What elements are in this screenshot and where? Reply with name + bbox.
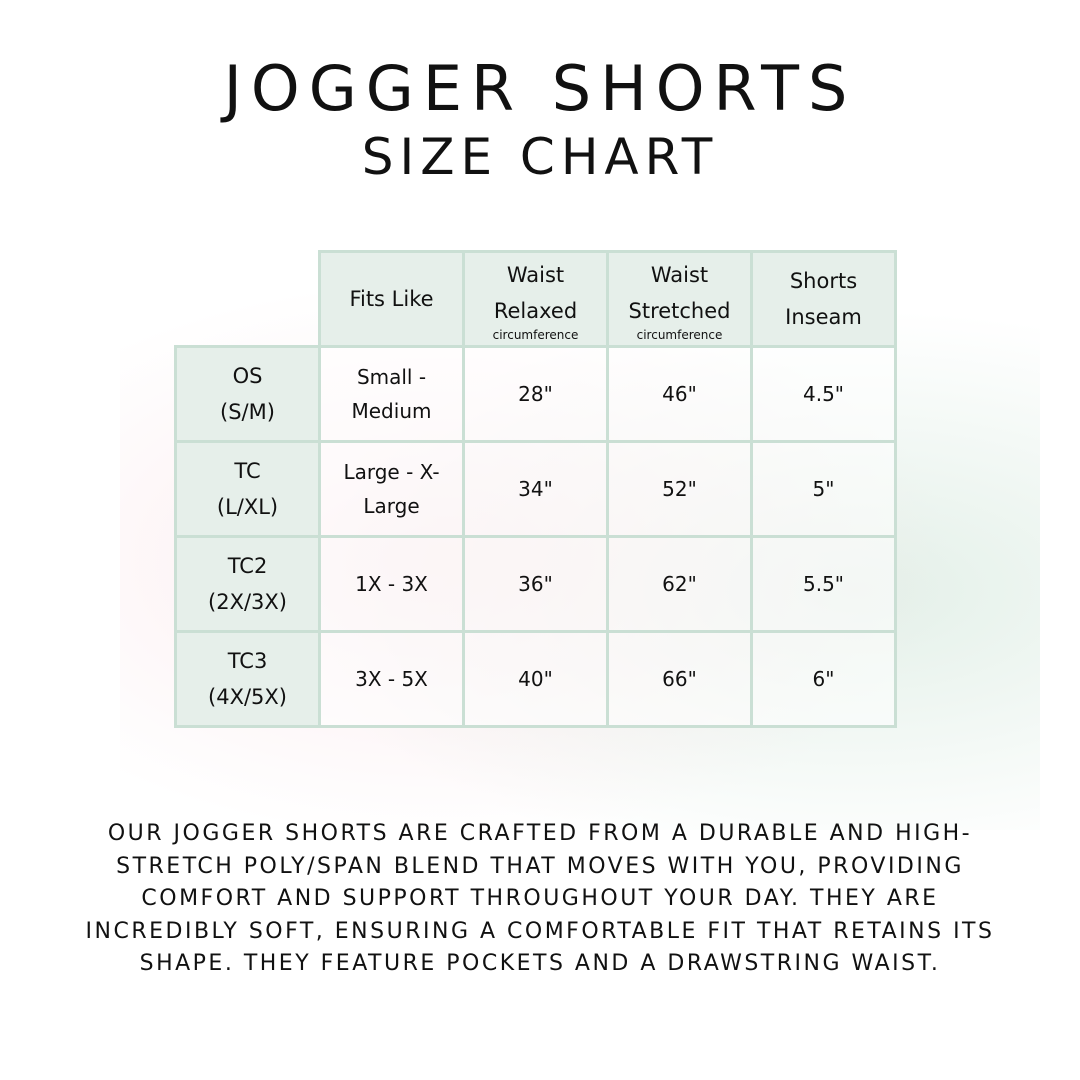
fits-like-cell: Large - X-Large bbox=[318, 440, 465, 538]
waist-stretched-cell: 66" bbox=[606, 630, 753, 728]
waist-stretched-cell: 46" bbox=[606, 345, 753, 443]
table-row: OS (S/M) Small - Medium 28" 46" 4.5" bbox=[174, 345, 897, 443]
inseam-cell: 6" bbox=[750, 630, 897, 728]
waist-relaxed-cell: 28" bbox=[462, 345, 609, 443]
header-waist-relaxed: Waist Relaxed circumference bbox=[462, 250, 609, 348]
page-title: JOGGER SHORTS bbox=[223, 52, 857, 125]
waist-relaxed-cell: 40" bbox=[462, 630, 609, 728]
product-description: Our jogger shorts are crafted from a dur… bbox=[85, 821, 995, 976]
inseam-cell: 4.5" bbox=[750, 345, 897, 443]
size-cell: OS (S/M) bbox=[174, 345, 321, 443]
fits-like-cell: Small - Medium bbox=[318, 345, 465, 443]
size-table: Fits Like Waist Relaxed circumference Wai… bbox=[174, 250, 897, 728]
header-inseam: Shorts Inseam bbox=[750, 250, 897, 348]
table-row: TC3 (4X/5X) 3X - 5X 40" 66" 6" bbox=[174, 630, 897, 728]
inseam-cell: 5.5" bbox=[750, 535, 897, 633]
inseam-cell: 5" bbox=[750, 440, 897, 538]
size-cell: TC (L/XL) bbox=[174, 440, 321, 538]
waist-stretched-cell: 62" bbox=[606, 535, 753, 633]
header-waist-stretched: Waist Stretched circumference bbox=[606, 250, 753, 348]
corner-cell bbox=[176, 252, 320, 347]
waist-relaxed-cell: 36" bbox=[462, 535, 609, 633]
waist-relaxed-cell: 34" bbox=[462, 440, 609, 538]
waist-stretched-cell: 52" bbox=[606, 440, 753, 538]
header-fits-like: Fits Like bbox=[318, 250, 465, 348]
fits-like-cell: 3X - 5X bbox=[318, 630, 465, 728]
size-cell: TC3 (4X/5X) bbox=[174, 630, 321, 728]
size-cell: TC2 (2X/3X) bbox=[174, 535, 321, 633]
page-subtitle: SIZE CHART bbox=[361, 128, 719, 186]
fits-like-cell: 1X - 3X bbox=[318, 535, 465, 633]
table-row: TC2 (2X/3X) 1X - 3X 36" 62" 5.5" bbox=[174, 535, 897, 633]
table-row: TC (L/XL) Large - X-Large 34" 52" 5" bbox=[174, 440, 897, 538]
header-row: Fits Like Waist Relaxed circumference Wai… bbox=[176, 250, 897, 348]
